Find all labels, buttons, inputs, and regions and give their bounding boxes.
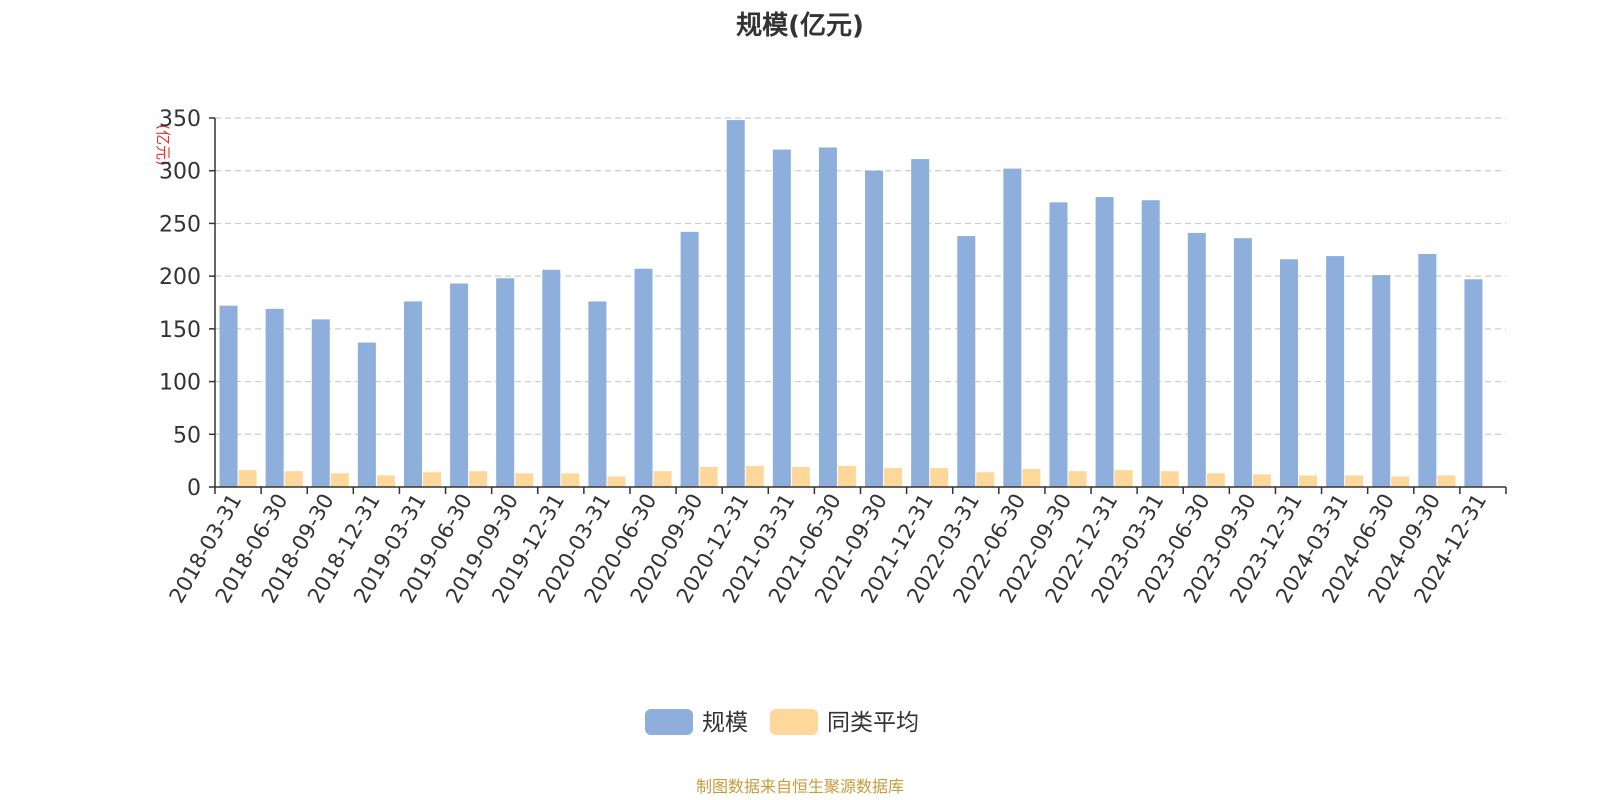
y-tick-label: 350	[159, 107, 201, 132]
bar-peer-average[interactable]	[515, 473, 534, 487]
bars-group	[219, 120, 1483, 488]
bar-scale[interactable]	[450, 283, 469, 487]
bar-peer-average[interactable]	[561, 473, 580, 487]
bar-scale[interactable]	[496, 278, 515, 487]
bar-scale[interactable]	[588, 301, 607, 487]
bar-peer-average[interactable]	[745, 465, 764, 487]
bar-scale[interactable]	[957, 236, 976, 487]
bar-peer-average[interactable]	[884, 468, 903, 487]
bar-peer-average[interactable]	[238, 470, 257, 487]
bar-scale[interactable]	[1049, 202, 1068, 488]
x-tick-labels: 2018-03-312018-06-302018-09-302018-12-31…	[165, 487, 1507, 607]
legend-label: 同类平均	[827, 710, 919, 736]
bar-peer-average[interactable]	[422, 472, 441, 487]
bar-scale[interactable]	[1372, 275, 1391, 487]
y-tick-label: 250	[159, 212, 201, 237]
bar-scale[interactable]	[542, 269, 561, 487]
bar-peer-average[interactable]	[376, 475, 395, 487]
bar-peer-average[interactable]	[930, 468, 949, 487]
bar-peer-average[interactable]	[1252, 474, 1271, 487]
bar-scale[interactable]	[634, 268, 653, 487]
legend-item-scale[interactable]: 规模	[645, 709, 748, 736]
bar-peer-average[interactable]	[1391, 476, 1410, 487]
bar-peer-average[interactable]	[791, 466, 810, 487]
bar-peer-average[interactable]	[653, 471, 672, 487]
legend-swatch	[645, 709, 693, 735]
bar-scale[interactable]	[1280, 259, 1299, 487]
bar-peer-average[interactable]	[607, 476, 626, 487]
bar-scale[interactable]	[680, 231, 699, 487]
bar-peer-average[interactable]	[330, 473, 349, 487]
bar-peer-average[interactable]	[976, 472, 995, 487]
bar-scale[interactable]	[865, 170, 884, 487]
bar-peer-average[interactable]	[1022, 469, 1041, 487]
legend[interactable]: 规模 同类平均	[645, 709, 919, 736]
bar-scale[interactable]	[1187, 232, 1206, 487]
bar-scale[interactable]	[1418, 254, 1437, 487]
bar-scale[interactable]	[265, 308, 284, 487]
legend-item-peer-average[interactable]: 同类平均	[770, 709, 919, 736]
y-axis-label: (亿元)	[154, 124, 172, 166]
bar-scale[interactable]	[911, 159, 930, 488]
bar-peer-average[interactable]	[469, 471, 488, 487]
bar-scale[interactable]	[403, 301, 422, 487]
bar-scale[interactable]	[1095, 197, 1114, 488]
legend-label: 规模	[702, 710, 748, 736]
y-tick-label: 0	[187, 476, 201, 501]
y-tick-label: 300	[159, 160, 201, 185]
y-tick-label: 200	[159, 265, 201, 290]
bar-peer-average[interactable]	[699, 466, 718, 487]
bar-peer-average[interactable]	[284, 471, 303, 487]
bar-peer-average[interactable]	[1068, 471, 1087, 487]
chart-title: 规模(亿元)	[736, 11, 864, 41]
y-tick-labels: 0 50 100 150 200 250 300 350	[159, 107, 215, 501]
bar-scale[interactable]	[1464, 279, 1483, 487]
bar-scale[interactable]	[1003, 168, 1022, 487]
source-note: 制图数据来自恒生聚源数据库	[696, 777, 904, 796]
bar-peer-average[interactable]	[1299, 475, 1318, 487]
bar-peer-average[interactable]	[1114, 470, 1133, 487]
bar-scale[interactable]	[1141, 200, 1160, 487]
bar-peer-average[interactable]	[1437, 475, 1456, 487]
bar-scale[interactable]	[772, 149, 791, 487]
bar-scale[interactable]	[219, 305, 238, 487]
bar-scale[interactable]	[818, 147, 837, 487]
bar-scale[interactable]	[311, 319, 330, 487]
y-tick-label: 150	[159, 318, 201, 343]
bar-scale[interactable]	[726, 120, 745, 487]
y-tick-label: 100	[159, 371, 201, 396]
bar-peer-average[interactable]	[1345, 475, 1364, 487]
legend-swatch	[770, 709, 818, 735]
bar-scale[interactable]	[1326, 256, 1345, 487]
y-tick-label: 50	[173, 423, 201, 448]
bar-peer-average[interactable]	[837, 465, 856, 487]
bar-scale[interactable]	[1233, 238, 1252, 487]
bar-scale[interactable]	[357, 342, 376, 487]
bar-peer-average[interactable]	[1160, 471, 1179, 487]
bar-peer-average[interactable]	[1206, 473, 1225, 487]
